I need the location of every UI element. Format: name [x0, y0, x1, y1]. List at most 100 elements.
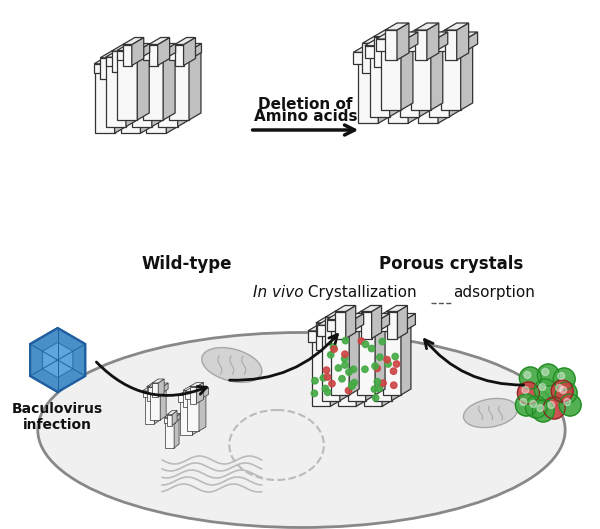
Polygon shape [160, 386, 166, 420]
Polygon shape [369, 325, 396, 336]
Polygon shape [422, 43, 434, 74]
Polygon shape [150, 390, 160, 420]
Circle shape [556, 385, 563, 391]
Polygon shape [438, 51, 450, 123]
Polygon shape [334, 331, 361, 342]
Circle shape [558, 372, 565, 379]
Polygon shape [427, 23, 439, 60]
Polygon shape [449, 44, 461, 117]
Polygon shape [368, 323, 379, 350]
Polygon shape [413, 52, 443, 65]
Polygon shape [146, 383, 158, 387]
Polygon shape [106, 57, 127, 66]
Circle shape [548, 402, 555, 408]
Circle shape [339, 376, 345, 382]
Polygon shape [392, 43, 404, 74]
Polygon shape [406, 314, 415, 331]
Polygon shape [106, 62, 126, 126]
Circle shape [522, 387, 529, 394]
Polygon shape [30, 328, 85, 392]
Circle shape [520, 367, 541, 389]
Polygon shape [418, 58, 438, 123]
Circle shape [331, 346, 337, 352]
Polygon shape [313, 336, 331, 406]
Polygon shape [424, 39, 436, 58]
Polygon shape [150, 386, 166, 390]
Polygon shape [362, 311, 372, 344]
Polygon shape [126, 51, 147, 58]
Polygon shape [400, 44, 431, 52]
Polygon shape [415, 30, 427, 60]
Polygon shape [430, 44, 461, 52]
Polygon shape [374, 30, 398, 37]
Circle shape [391, 382, 397, 388]
Polygon shape [433, 30, 457, 37]
Polygon shape [183, 386, 197, 390]
Polygon shape [388, 58, 408, 123]
Polygon shape [395, 39, 436, 45]
Circle shape [385, 361, 391, 367]
Polygon shape [353, 52, 383, 65]
Polygon shape [445, 30, 457, 67]
Polygon shape [164, 417, 175, 423]
Ellipse shape [463, 398, 518, 427]
Polygon shape [395, 45, 424, 58]
Polygon shape [190, 43, 202, 59]
Polygon shape [370, 52, 389, 117]
Polygon shape [359, 325, 397, 331]
Polygon shape [167, 57, 179, 73]
Circle shape [311, 390, 317, 397]
Polygon shape [365, 325, 376, 400]
Circle shape [342, 338, 349, 344]
Polygon shape [135, 51, 147, 79]
Polygon shape [383, 45, 425, 52]
Polygon shape [408, 51, 420, 123]
Polygon shape [392, 37, 416, 43]
Polygon shape [415, 23, 439, 30]
Polygon shape [325, 311, 346, 317]
Polygon shape [388, 51, 420, 58]
Circle shape [329, 380, 335, 387]
Polygon shape [351, 317, 362, 344]
Polygon shape [424, 45, 454, 58]
Polygon shape [327, 314, 364, 320]
Polygon shape [106, 54, 138, 62]
Circle shape [374, 379, 380, 385]
Circle shape [555, 382, 577, 404]
Polygon shape [361, 312, 371, 339]
Circle shape [341, 355, 348, 362]
Polygon shape [430, 52, 449, 117]
Polygon shape [327, 317, 337, 350]
Polygon shape [406, 39, 436, 51]
Polygon shape [400, 52, 419, 117]
Polygon shape [95, 61, 127, 68]
Polygon shape [404, 30, 427, 37]
Polygon shape [162, 383, 168, 393]
Polygon shape [143, 387, 163, 391]
Circle shape [373, 395, 379, 401]
Polygon shape [178, 395, 195, 402]
Polygon shape [331, 325, 349, 395]
Polygon shape [433, 37, 445, 67]
Polygon shape [120, 57, 153, 64]
Polygon shape [123, 38, 144, 44]
Polygon shape [369, 319, 406, 325]
Polygon shape [358, 58, 378, 123]
Polygon shape [381, 38, 413, 45]
Polygon shape [434, 37, 446, 74]
Polygon shape [370, 44, 401, 52]
Polygon shape [146, 387, 152, 401]
Circle shape [346, 369, 352, 375]
Polygon shape [146, 57, 179, 64]
Polygon shape [149, 38, 170, 44]
Polygon shape [441, 38, 473, 45]
Polygon shape [112, 44, 133, 51]
Polygon shape [313, 331, 340, 336]
Polygon shape [380, 314, 389, 331]
Circle shape [539, 384, 546, 390]
Polygon shape [178, 50, 190, 66]
Polygon shape [364, 336, 382, 406]
Polygon shape [121, 68, 140, 133]
Polygon shape [413, 45, 425, 65]
Polygon shape [379, 320, 406, 331]
